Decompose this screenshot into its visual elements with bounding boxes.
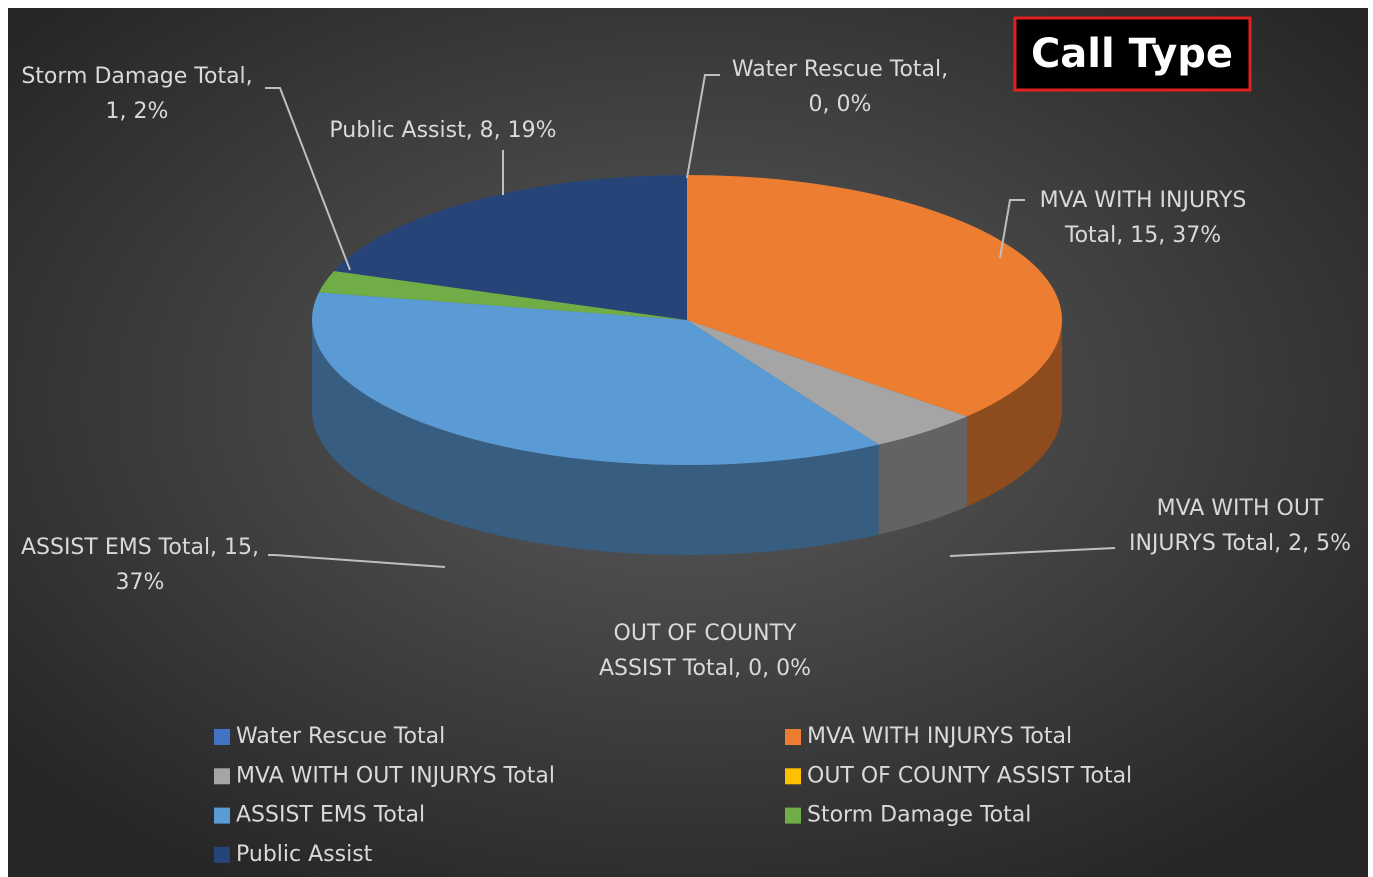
data-label: 0, 0% xyxy=(809,92,872,117)
legend-label: ASSIST EMS Total xyxy=(236,803,425,828)
leader-line xyxy=(999,199,1025,259)
data-label: ASSIST EMS Total, 15, xyxy=(21,535,259,560)
legend-label: Storm Damage Total xyxy=(807,803,1031,828)
slice-side xyxy=(312,320,879,555)
data-label: ASSIST Total, 0, 0% xyxy=(599,656,811,681)
slice xyxy=(311,292,879,466)
data-label: MVA WITH INJURYS xyxy=(1040,188,1247,213)
legend-label: OUT OF COUNTY ASSIST Total xyxy=(807,763,1132,788)
data-label: INJURYS Total, 2, 5% xyxy=(1129,531,1351,556)
leader-line xyxy=(265,87,351,271)
legend-label: MVA WITH INJURYS Total xyxy=(807,724,1072,749)
legend-swatch xyxy=(785,768,801,785)
chart-title: Call Type xyxy=(1031,31,1233,77)
legend-swatch xyxy=(214,729,230,745)
leader-line xyxy=(686,74,720,179)
slice-side xyxy=(966,320,1062,507)
data-label: MVA WITH OUT xyxy=(1157,496,1324,521)
legend-swatch xyxy=(785,729,801,745)
leader-line xyxy=(949,547,1116,557)
legend-swatch xyxy=(214,846,230,863)
slice xyxy=(318,270,687,320)
legend-label: Public Assist xyxy=(236,842,373,867)
data-label: OUT OF COUNTY xyxy=(614,621,797,646)
legend-swatch xyxy=(785,807,801,824)
slice-side xyxy=(878,416,967,535)
data-label: Total, 15, 37% xyxy=(1064,223,1221,248)
legend-swatch xyxy=(214,807,230,824)
data-label: Public Assist, 8, 19% xyxy=(329,118,556,143)
data-label: Storm Damage Total, xyxy=(21,64,252,89)
data-label: Water Rescue Total, xyxy=(732,57,948,82)
pie xyxy=(311,175,1062,555)
data-label: 1, 2% xyxy=(106,99,169,124)
legend-label: Water Rescue Total xyxy=(236,724,445,749)
slice xyxy=(687,175,1062,417)
legend-swatch xyxy=(214,768,230,785)
title-box xyxy=(1013,16,1252,92)
leader-line xyxy=(268,554,446,568)
legend-label: MVA WITH OUT INJURYS Total xyxy=(236,763,555,788)
slice xyxy=(334,175,687,320)
data-label: 37% xyxy=(116,570,165,595)
slice xyxy=(687,320,967,445)
